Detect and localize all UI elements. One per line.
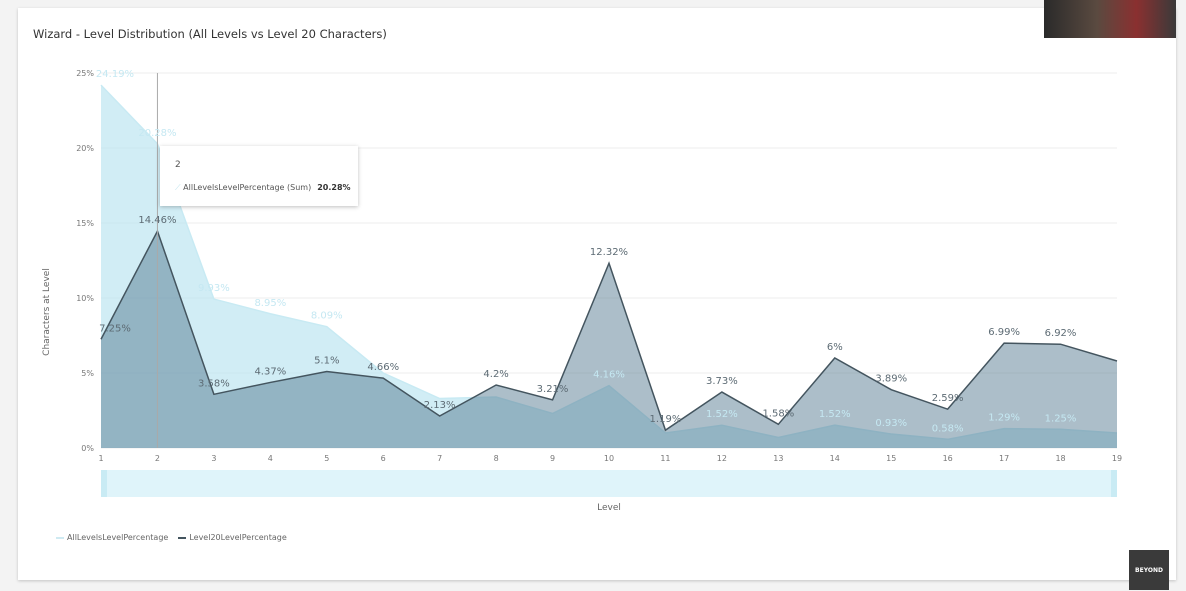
x-tick-label: 6 [381,454,386,463]
y-tick-label: 0% [81,444,94,453]
y-tick-label: 5% [81,369,94,378]
zoom-slider-handle-left[interactable] [101,470,107,497]
y-tick-label: 25% [76,69,94,78]
x-tick-label: 5 [324,454,329,463]
tooltip-series: AllLevelsLevelPercentage (Sum) [183,183,312,192]
data-label: 4.2% [483,369,508,380]
legend-item-all-levels[interactable]: AllLevelsLevelPercentage [56,533,168,542]
x-tick-label: 8 [494,454,499,463]
legend: AllLevelsLevelPercentage Level20LevelPer… [56,533,287,542]
webcam-overlay [1044,0,1176,38]
x-tick-label: 4 [268,454,273,463]
line-Level20LevelPercentage [100,229,1118,432]
data-label: 1.52% [819,409,851,420]
tooltip: 2 ⟋ AllLevelsLevelPercentage (Sum) 20.28% [160,146,358,206]
y-axis-title: Characters at Level [42,268,52,356]
data-label: 8.95% [254,298,286,309]
data-label: 1.19% [650,414,682,425]
data-label: 3.58% [198,378,230,389]
x-tick-label: 18 [1055,454,1065,463]
x-tick-label: 7 [437,454,442,463]
data-label: 3.89% [875,374,907,385]
area-Level20LevelPercentage [101,231,1117,448]
zoom-slider[interactable] [101,470,1117,497]
zoom-slider-handle-right[interactable] [1111,470,1117,497]
data-label: 3.21% [537,384,569,395]
data-label: 12.32% [590,247,628,258]
x-tick-label: 3 [211,454,216,463]
data-label: 5.1% [314,356,339,367]
data-label: 1.52% [706,409,738,420]
data-label: 7.25% [99,323,131,334]
x-tick-label: 9 [550,454,555,463]
data-label: 9.93% [198,283,230,294]
data-label: 4.66% [367,362,399,373]
legend-item-level20[interactable]: Level20LevelPercentage [178,533,287,542]
x-tick-label: 11 [660,454,670,463]
data-label: 4.37% [254,366,286,377]
x-axis-title: Level [597,503,621,513]
data-label: 3.73% [706,376,738,387]
chart-title: Wizard - Level Distribution (All Levels … [33,27,387,41]
data-label: 6.92% [1045,328,1077,339]
data-label: 6.99% [988,327,1020,338]
data-label: 14.46% [138,215,176,226]
data-label: 2.59% [932,393,964,404]
x-tick-label: 13 [773,454,783,463]
data-label: 20.28% [138,128,176,139]
data-label: 8.09% [311,311,343,322]
y-tick-label: 20% [76,144,94,153]
data-label: 1.58% [762,408,794,419]
y-tick-label: 10% [76,294,94,303]
data-label: 0.58% [932,423,964,434]
x-tick-label: 19 [1112,454,1122,463]
y-tick-label: 15% [76,219,94,228]
data-label: 1.29% [988,413,1020,424]
data-label: 6% [827,342,843,353]
x-tick-label: 15 [886,454,896,463]
beyond-logo: BEYOND [1129,550,1169,590]
area-AllLevelsLevelPercentage [101,85,1117,449]
x-tick-label: 14 [830,454,840,463]
x-tick-label: 17 [999,454,1009,463]
x-tick-label: 16 [943,454,953,463]
data-label: 24.19% [96,69,134,80]
x-tick-label: 10 [604,454,614,463]
tooltip-level: 2 [175,160,181,170]
data-label: 2.13% [424,400,456,411]
tooltip-value: 20.28% [317,183,351,192]
data-label: 4.16% [593,370,625,381]
data-label: 1.25% [1045,413,1077,424]
x-tick-label: 12 [717,454,727,463]
line-AllLevelsLevelPercentage [100,84,1118,441]
x-tick-label: 1 [98,454,103,463]
x-tick-label: 2 [155,454,160,463]
data-label: 0.93% [875,418,907,429]
